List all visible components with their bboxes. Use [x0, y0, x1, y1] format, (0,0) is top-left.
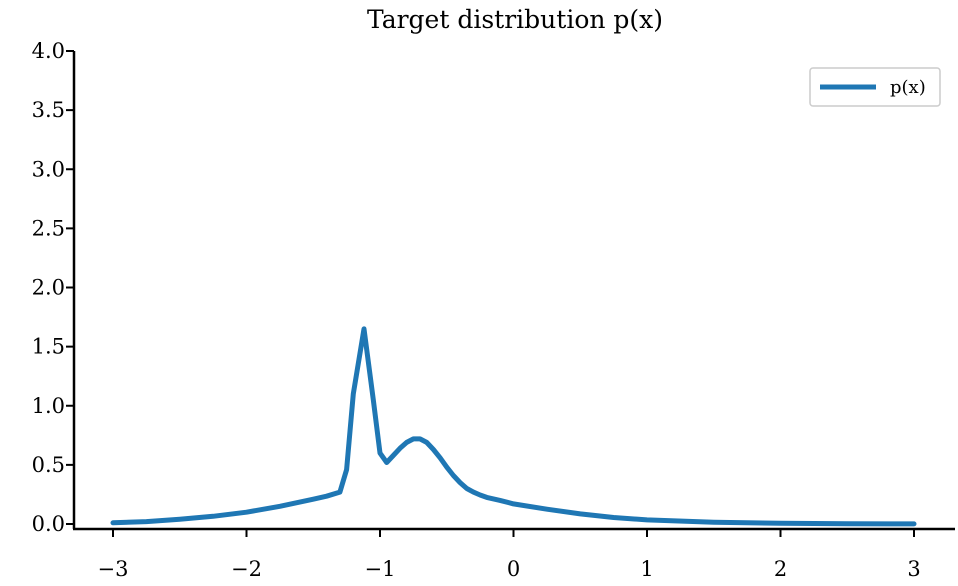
y-tick-label: 0.0 [32, 512, 65, 536]
y-tick-label: 2.5 [32, 216, 65, 240]
y-tick-label: 0.5 [32, 453, 65, 477]
x-tick-label: 1 [640, 557, 653, 581]
x-tick-label: −1 [365, 557, 396, 581]
x-tick-label: −2 [231, 557, 262, 581]
y-tick-label: 3.5 [32, 98, 65, 122]
plot-area [110, 326, 917, 527]
y-tick-label: 1.0 [32, 394, 65, 418]
legend: p(x) [809, 67, 941, 107]
legend-label: p(x) [890, 77, 926, 98]
y-tick-label: 3.0 [32, 157, 65, 181]
y-tick-label: 1.5 [32, 335, 65, 359]
axes: 0.0 0.5 1.0 1.5 2.0 2.5 3.0 3.5 4.0 −3 −2 −1 0 1 2 3 [32, 39, 955, 581]
y-tick-label: 4.0 [32, 39, 65, 63]
series-line [110, 326, 917, 527]
x-tick-label: −3 [98, 557, 129, 581]
x-tick-label: 2 [774, 557, 787, 581]
x-tick-label: 3 [907, 557, 920, 581]
chart-title: Target distribution p(x) [367, 5, 663, 34]
y-tick-label: 2.0 [32, 276, 65, 300]
x-tick-label: 0 [507, 557, 520, 581]
